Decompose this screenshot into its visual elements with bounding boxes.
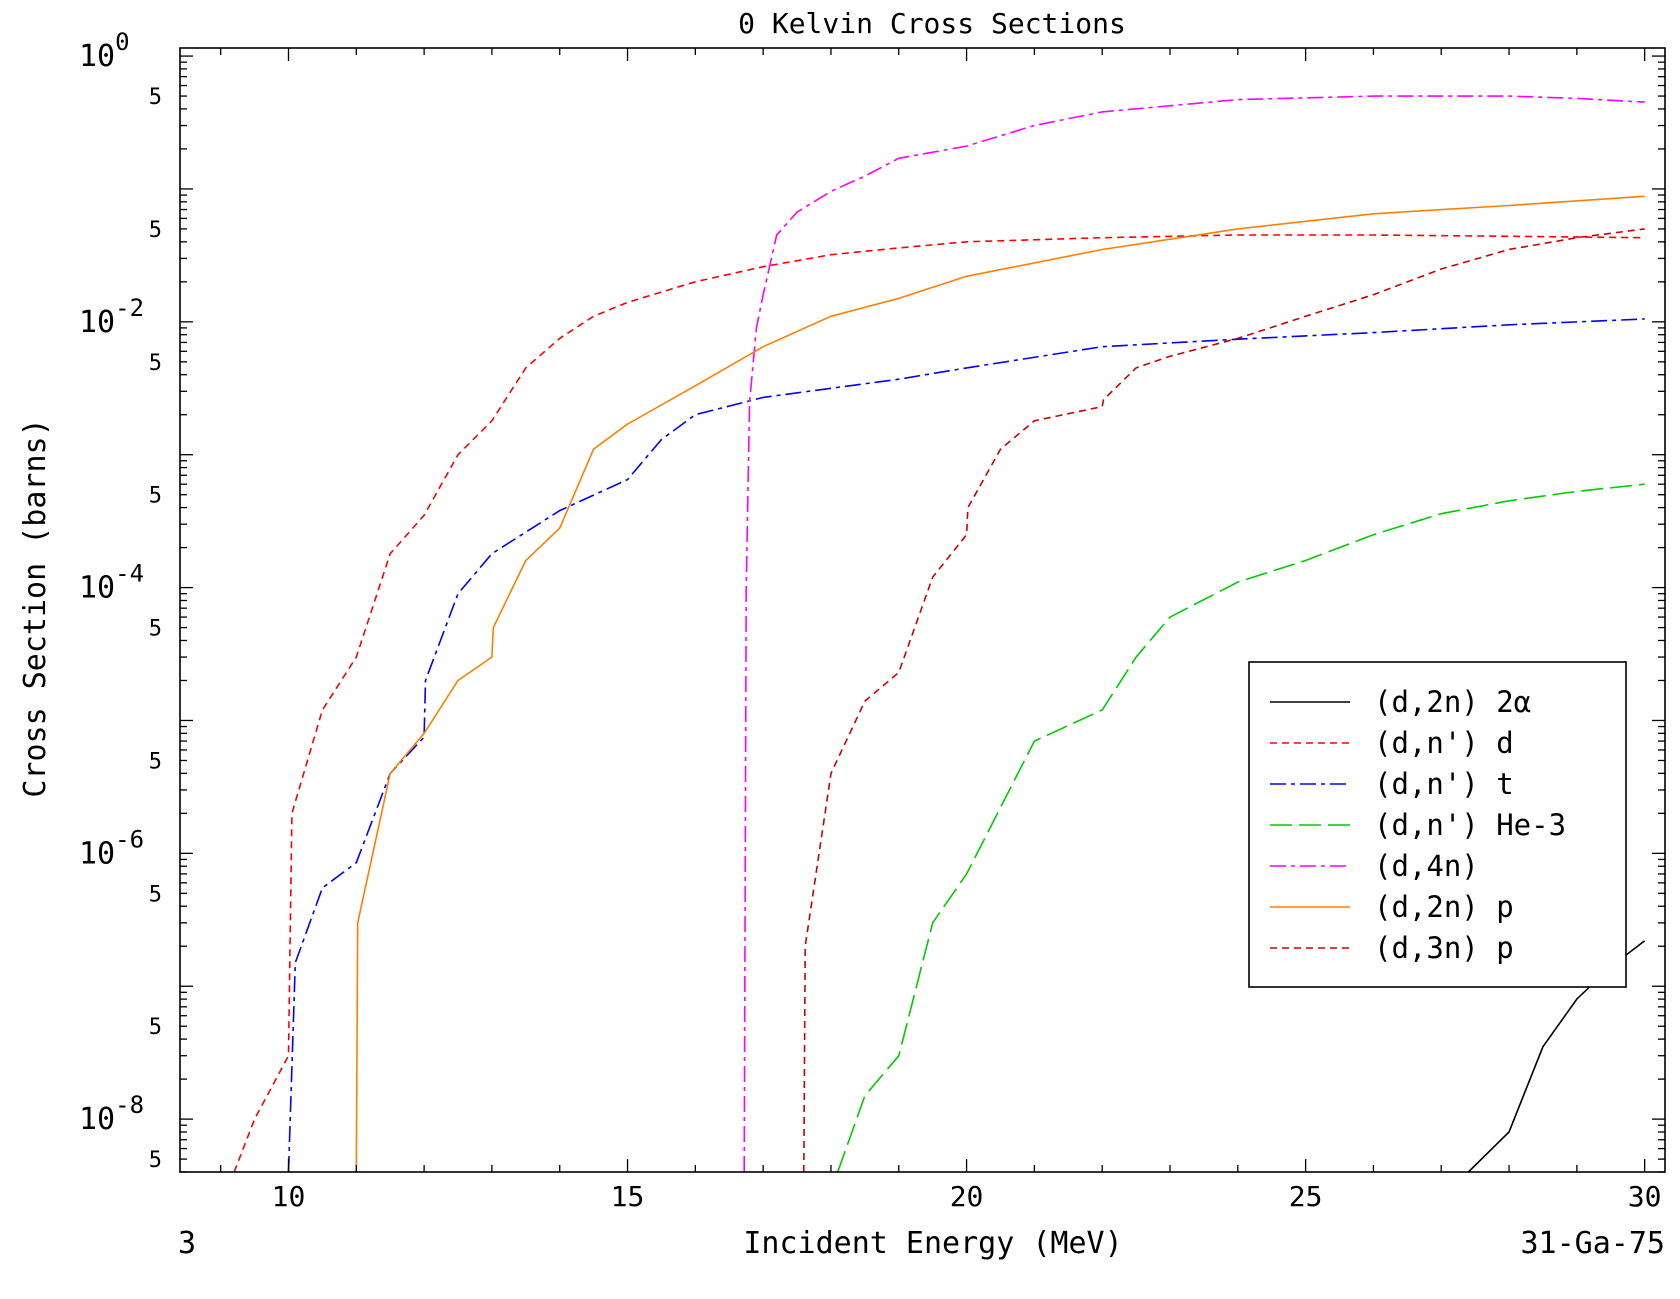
y-minor-tick-label: 5 — [149, 749, 162, 774]
y-minor-tick-label: 5 — [149, 351, 162, 376]
y-decade-label: 10-2 — [79, 294, 144, 340]
y-minor-tick-label: 5 — [149, 1148, 162, 1173]
plot-frame — [179, 47, 1666, 1173]
chart-title: 0 Kelvin Cross Sections — [738, 7, 1126, 40]
legend-label-3: (d,n') He-3 — [1374, 808, 1566, 842]
series-layer — [233, 95, 1646, 1172]
corner-left-label: 3 — [178, 1226, 196, 1261]
corner-right-label: 31-Ga-75 — [1521, 1226, 1666, 1261]
y-minor-tick-label: 5 — [149, 617, 162, 642]
x-tick-label: 15 — [611, 1180, 645, 1213]
series-line-5 — [355, 195, 1645, 1172]
legend-label-6: (d,3n) p — [1374, 931, 1514, 965]
series-line-2 — [287, 318, 1645, 1172]
y-axis-label: Cross Section (barns) — [18, 418, 53, 797]
series-line-6 — [803, 228, 1645, 1172]
legend-label-0: (d,2n) 2α — [1374, 685, 1531, 719]
y-minor-tick-label: 5 — [149, 484, 162, 509]
x-tick-label: 30 — [1628, 1180, 1662, 1213]
y-minor-tick-label: 5 — [149, 218, 162, 243]
y-decade-label: 100 — [79, 28, 130, 74]
y-decade-label: 10-6 — [79, 825, 144, 871]
x-tick-label: 25 — [1289, 1180, 1323, 1213]
axes-layer: 10 15 20 25 30 5 5 5 5 5 5 5 5 5 100 10-2 10-4 10-6 10-8 — [79, 28, 1666, 1213]
y-minor-tick-label: 5 — [149, 1015, 162, 1040]
legend-label-4: (d,4n) — [1374, 849, 1479, 883]
x-axis-label: Incident Energy (MeV) — [743, 1226, 1122, 1261]
y-decade-label: 10-8 — [79, 1091, 144, 1137]
legend-label-5: (d,2n) p — [1374, 890, 1514, 924]
series-line-4 — [743, 95, 1645, 1172]
legend: (d,2n) 2α (d,n') d (d,n') t (d,n') He-3 (d,4… — [1248, 661, 1627, 988]
legend-label-1: (d,n') d — [1374, 726, 1514, 760]
legend-label-2: (d,n') t — [1374, 767, 1514, 801]
x-tick-label: 10 — [272, 1180, 306, 1213]
series-line-1 — [233, 234, 1645, 1172]
series-line-3 — [836, 483, 1645, 1172]
y-decade-label: 10-4 — [79, 560, 144, 606]
y-minor-tick-label: 5 — [149, 882, 162, 907]
x-tick-label: 20 — [950, 1180, 984, 1213]
y-minor-tick-label: 5 — [149, 85, 162, 110]
